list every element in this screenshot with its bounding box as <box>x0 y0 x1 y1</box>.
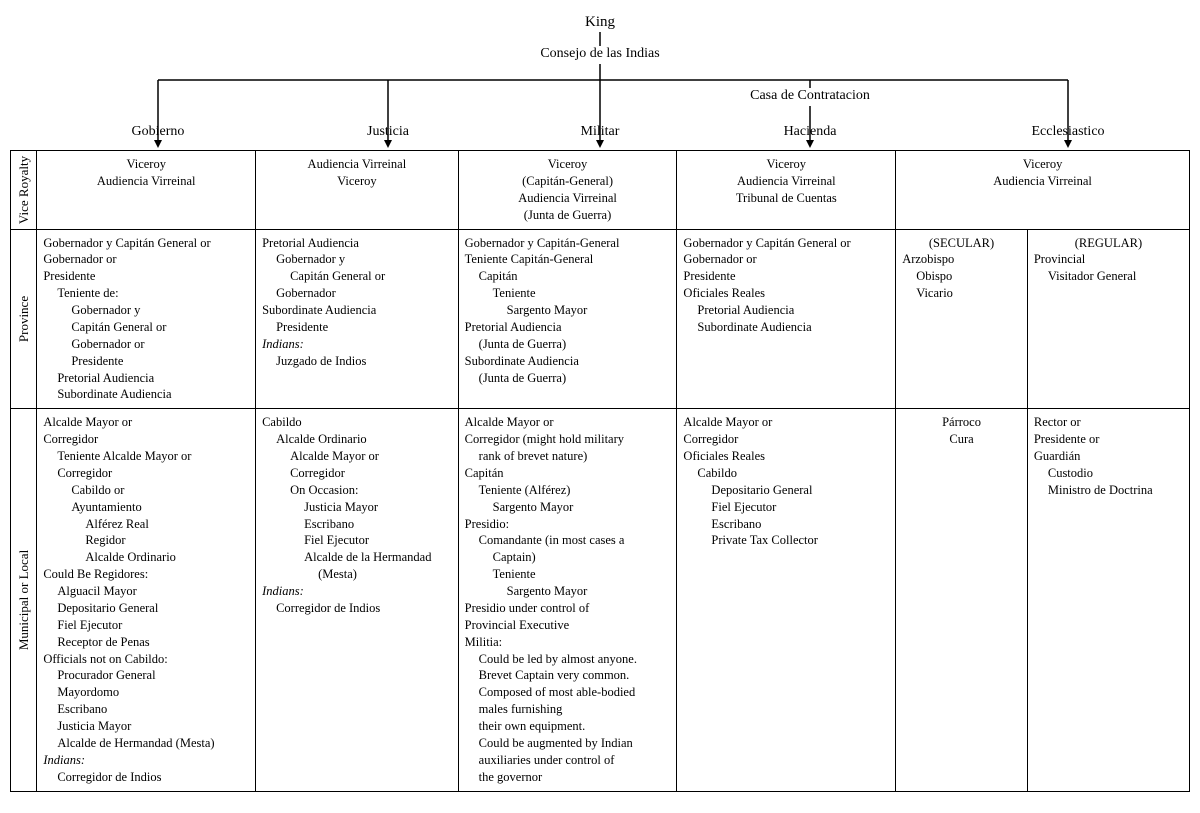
cell-vice-hacienda: ViceroyAudiencia VirreinalTribunal de Cu… <box>677 151 896 230</box>
branch-gobierno: Gobierno <box>132 124 185 140</box>
arrow-icon <box>806 140 814 148</box>
cell-muni-gobierno: Alcalde Mayor orCorregidorTeniente Alcal… <box>37 409 256 791</box>
cell-vice-ecclesiastico: ViceroyAudiencia Virreinal <box>896 151 1190 230</box>
cell-muni-justicia: CabildoAlcalde OrdinarioAlcalde Mayor or… <box>256 409 459 791</box>
cell-muni-eccl-regular: Rector orPresidente orGuardiánCustodioMi… <box>1027 409 1189 791</box>
branch-hacienda: Hacienda <box>784 124 837 140</box>
cell-vice-gobierno: ViceroyAudiencia Virreinal <box>37 151 256 230</box>
cell-muni-hacienda: Alcalde Mayor orCorregidorOficiales Real… <box>677 409 896 791</box>
org-table: Vice Royalty ViceroyAudiencia Virreinal … <box>10 150 1190 792</box>
cell-muni-eccl-secular: Párroco Cura <box>896 409 1028 791</box>
rowhdr-province: Province <box>11 229 37 409</box>
node-king: King <box>585 14 615 31</box>
branch-militar: Militar <box>581 124 620 140</box>
cell-muni-militar: Alcalde Mayor orCorregidor (might hold m… <box>458 409 677 791</box>
cell-prov-militar: Gobernador y Capitán-GeneralTeniente Cap… <box>458 229 677 409</box>
rowhdr-vice: Vice Royalty <box>11 151 37 230</box>
cell-prov-justicia: Pretorial AudienciaGobernador yCapitán G… <box>256 229 459 409</box>
branch-ecclesiastico: Ecclesiastico <box>1031 124 1104 140</box>
arrow-icon <box>154 140 162 148</box>
node-casa: Casa de Contratacion <box>750 88 870 104</box>
cell-prov-hacienda: Gobernador y Capitán General orGobernado… <box>677 229 896 409</box>
node-consejo: Consejo de las Indias <box>540 46 659 62</box>
arrow-icon <box>1064 140 1072 148</box>
rowhdr-municipal: Municipal or Local <box>11 409 37 791</box>
hierarchy-tree: King Consejo de las Indias Casa de Contr… <box>10 10 1190 150</box>
cell-prov-gobierno: Gobernador y Capitán General orGobernado… <box>37 229 256 409</box>
branch-justicia: Justicia <box>367 124 409 140</box>
arrow-icon <box>596 140 604 148</box>
cell-vice-justicia: Audiencia VirreinalViceroy <box>256 151 459 230</box>
arrow-icon <box>384 140 392 148</box>
cell-prov-eccl-secular: (SECULAR)ArzobispoObispoVicario <box>896 229 1028 409</box>
cell-vice-militar: Viceroy(Capitán-General)Audiencia Virrei… <box>458 151 677 230</box>
cell-prov-eccl-regular: (REGULAR)ProvincialVisitador General <box>1027 229 1189 409</box>
